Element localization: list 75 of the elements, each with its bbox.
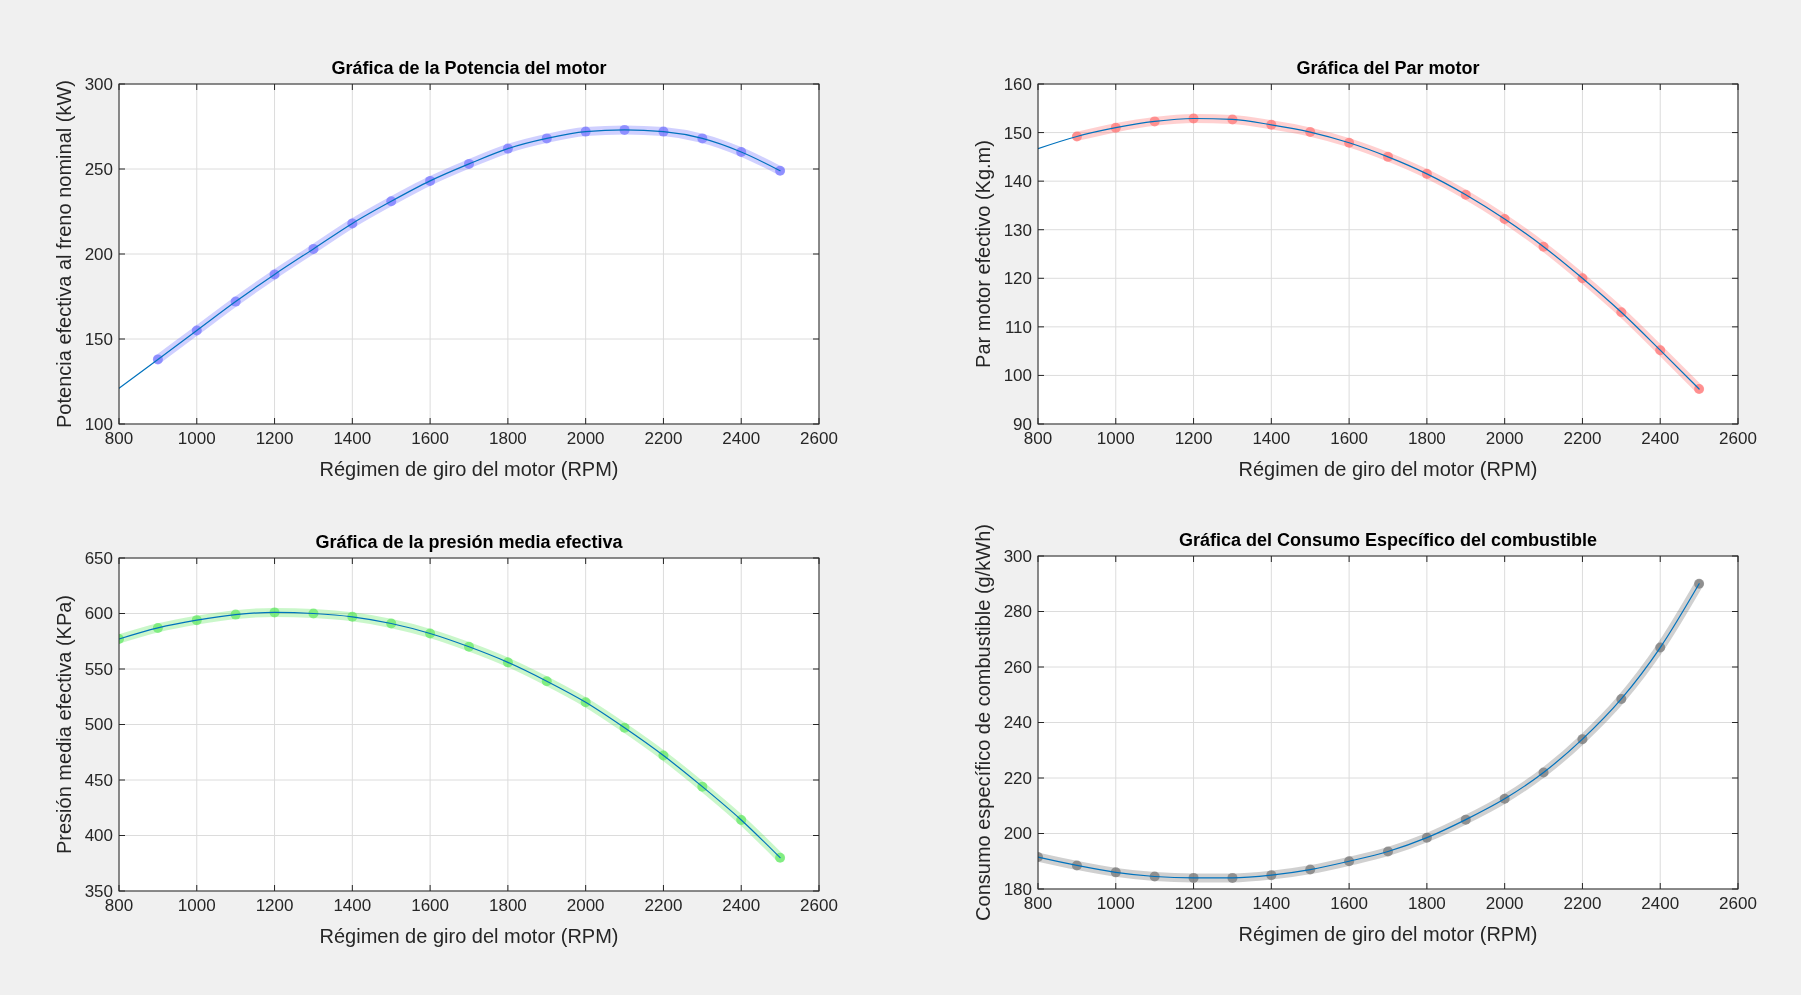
y-tick-label: 120 <box>1003 269 1032 289</box>
x-tick-label: 800 <box>104 429 134 448</box>
x-tick-label: 1000 <box>1096 429 1135 448</box>
x-tick-label: 1000 <box>177 429 216 448</box>
chart-title: Gráfica de la presión media efectiva <box>315 532 624 552</box>
x-tick-label: 2200 <box>644 429 683 448</box>
y-axis-title: Par motor efectivo (Kg.m) <box>972 140 994 368</box>
y-tick-label: 100 <box>1003 366 1032 386</box>
y-tick-label: 450 <box>84 770 113 790</box>
y-tick-label: 240 <box>1003 713 1032 733</box>
x-tick-label: 1400 <box>333 429 372 448</box>
x-tick-label: 2600 <box>1719 429 1757 448</box>
x-tick-label: 2000 <box>566 896 605 915</box>
x-tick-label: 800 <box>1023 429 1053 448</box>
chart-title: Gráfica de la Potencia del motor <box>331 58 607 78</box>
x-tick-label: 1200 <box>1174 894 1213 913</box>
y-tick-label: 280 <box>1003 602 1032 622</box>
x-axis-title: Régimen de giro del motor (RPM) <box>1238 458 1538 480</box>
x-tick-label: 1200 <box>255 896 294 915</box>
y-tick-label: 650 <box>84 548 113 568</box>
x-tick-label: 1400 <box>1252 894 1291 913</box>
x-tick-label: 2200 <box>644 896 683 915</box>
x-tick-label: 1600 <box>1330 429 1369 448</box>
x-tick-label: 1800 <box>488 429 527 448</box>
y-tick-label: 600 <box>84 604 113 624</box>
y-tick-label: 260 <box>1003 657 1032 677</box>
y-tick-label: 300 <box>1003 546 1032 566</box>
y-tick-label: 150 <box>1003 123 1032 143</box>
x-tick-label: 800 <box>1023 894 1053 913</box>
x-tick-label: 1400 <box>1252 429 1291 448</box>
x-tick-label: 2400 <box>722 896 761 915</box>
x-tick-label: 2400 <box>1641 429 1680 448</box>
y-tick-label: 300 <box>84 74 113 94</box>
x-tick-label: 2000 <box>1485 429 1524 448</box>
y-tick-label: 140 <box>1003 172 1032 192</box>
x-tick-label: 2400 <box>1641 894 1680 913</box>
x-tick-label: 1000 <box>1096 894 1135 913</box>
x-tick-label: 2400 <box>722 429 761 448</box>
x-tick-label: 1800 <box>1407 894 1446 913</box>
x-tick-label: 1800 <box>1407 429 1446 448</box>
y-axis-title: Potencia efectiva al freno nominal (kW) <box>53 80 75 428</box>
y-tick-label: 150 <box>84 329 113 349</box>
y-tick-label: 500 <box>84 715 113 735</box>
y-tick-label: 400 <box>84 826 113 846</box>
x-tick-label: 1800 <box>488 896 527 915</box>
y-tick-label: 130 <box>1003 220 1032 240</box>
x-tick-label: 2600 <box>800 429 838 448</box>
x-axis-title: Régimen de giro del motor (RPM) <box>1238 923 1538 945</box>
y-tick-label: 200 <box>84 244 113 264</box>
y-tick-label: 110 <box>1004 317 1032 337</box>
y-tick-label: 200 <box>1003 824 1032 844</box>
x-tick-label: 1200 <box>1174 429 1213 448</box>
x-tick-label: 1400 <box>333 896 372 915</box>
x-tick-label: 2000 <box>566 429 605 448</box>
x-tick-label: 1600 <box>411 896 450 915</box>
x-tick-label: 1600 <box>411 429 450 448</box>
chart-title: Gráfica del Par motor <box>1296 58 1480 78</box>
x-tick-label: 2200 <box>1563 894 1602 913</box>
x-axis-title: Régimen de giro del motor (RPM) <box>319 925 619 947</box>
chart-title: Gráfica del Consumo Específico del combustible <box>1178 530 1598 550</box>
x-axis-title: Régimen de giro del motor (RPM) <box>319 458 619 480</box>
x-tick-label: 1000 <box>177 896 216 915</box>
x-tick-label: 2600 <box>1719 894 1757 913</box>
y-tick-label: 550 <box>84 659 113 679</box>
x-tick-label: 2600 <box>800 896 838 915</box>
y-axis-title: Presión media efectiva (KPa) <box>53 594 75 855</box>
x-tick-label: 1600 <box>1330 894 1369 913</box>
y-tick-label: 160 <box>1003 74 1032 94</box>
y-axis-title: Consumo específico de combustible (g/kWh) <box>972 524 994 921</box>
y-tick-label: 220 <box>1003 768 1032 788</box>
x-tick-label: 1200 <box>255 429 294 448</box>
x-tick-label: 800 <box>104 896 134 915</box>
x-tick-label: 2200 <box>1563 429 1602 448</box>
y-tick-label: 250 <box>84 159 113 179</box>
x-tick-label: 2000 <box>1485 894 1524 913</box>
